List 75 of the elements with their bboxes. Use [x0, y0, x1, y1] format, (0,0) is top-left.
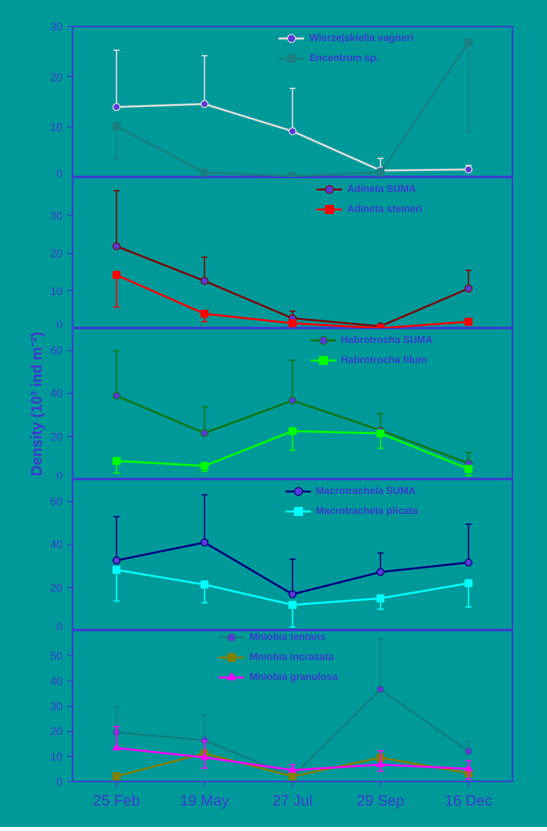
- point: [464, 38, 472, 47]
- point: [288, 766, 296, 773]
- point: [200, 100, 208, 108]
- point: [288, 590, 296, 598]
- y-tick-label: 40: [50, 388, 63, 400]
- point: [376, 685, 384, 694]
- point: [288, 427, 296, 436]
- x-tick-label: 29 Sep: [356, 792, 404, 810]
- y-tick-label: 20: [50, 431, 63, 444]
- point: [200, 310, 208, 318]
- x-tick-label: 16 Dec: [444, 792, 493, 810]
- y-tick-label: 20: [50, 248, 63, 260]
- point: [112, 743, 120, 751]
- legend-label: Habrotrocha filum: [340, 354, 428, 366]
- legend-label: Macrotrachela plicata: [316, 506, 418, 516]
- point: [376, 429, 384, 438]
- legend-label: Mniobia granulosa: [249, 672, 338, 682]
- point: [464, 165, 472, 174]
- point: [464, 764, 472, 772]
- point: [464, 558, 472, 567]
- point: [112, 122, 120, 130]
- y-tick-label: 10: [50, 122, 63, 134]
- point: [112, 456, 120, 465]
- legend-label: Adineta steineri: [347, 204, 422, 214]
- point: [112, 556, 120, 564]
- point: [200, 752, 208, 760]
- y-tick-label: 60: [50, 345, 63, 358]
- point: [112, 270, 120, 279]
- point: [200, 462, 208, 470]
- point: [376, 760, 384, 768]
- point: [376, 594, 384, 602]
- point: [200, 168, 208, 176]
- point: [200, 276, 208, 285]
- legend-label: Habrotrocha SUMA: [340, 334, 433, 346]
- point: [288, 319, 296, 328]
- y-tick-label: 30: [50, 701, 63, 713]
- legend-label: Wierzejskiella vagneri: [309, 32, 414, 44]
- x-tick-label: 25 Feb: [93, 792, 140, 810]
- y-tick-label: 50: [50, 650, 63, 663]
- point: [288, 127, 296, 136]
- point: [464, 579, 472, 588]
- y-tick-label: 0: [56, 776, 63, 788]
- point: [112, 772, 120, 780]
- y-tick-label: 40: [50, 539, 63, 552]
- point: [200, 538, 208, 546]
- point: [376, 568, 384, 576]
- point: [464, 318, 472, 326]
- point: [464, 284, 472, 292]
- point: [288, 600, 296, 609]
- y-tick-label: 60: [50, 496, 63, 508]
- legend-label: Macrotrachela SUMA: [316, 486, 416, 496]
- y-tick-label: 20: [50, 726, 63, 738]
- y-tick-label: 30: [50, 22, 63, 34]
- legend-label: Mniobia tentans: [249, 632, 326, 642]
- point: [112, 242, 120, 250]
- point: [112, 392, 120, 400]
- legend-label: Adineta SUMA: [347, 184, 416, 194]
- y-tick-label: 10: [50, 286, 63, 298]
- point: [464, 747, 472, 756]
- y-tick-label: 30: [50, 210, 63, 222]
- legend-label: Encentrum sp.: [309, 52, 379, 64]
- legend-label: Mniobia incrasata: [249, 652, 334, 662]
- x-tick-label: 19 May: [180, 792, 230, 810]
- x-tick-label: 27 Jul: [272, 792, 313, 810]
- point: [200, 580, 208, 589]
- y-axis-title: Density (10³ ind m⁻²): [28, 332, 46, 476]
- point: [200, 429, 208, 438]
- y-tick-label: 40: [50, 676, 63, 688]
- point: [112, 103, 120, 112]
- point: [112, 566, 120, 574]
- y-tick-label: 20: [50, 582, 63, 594]
- point: [464, 464, 472, 473]
- y-tick-label: 10: [50, 751, 63, 764]
- point: [288, 396, 296, 405]
- y-tick-label: 20: [50, 72, 63, 84]
